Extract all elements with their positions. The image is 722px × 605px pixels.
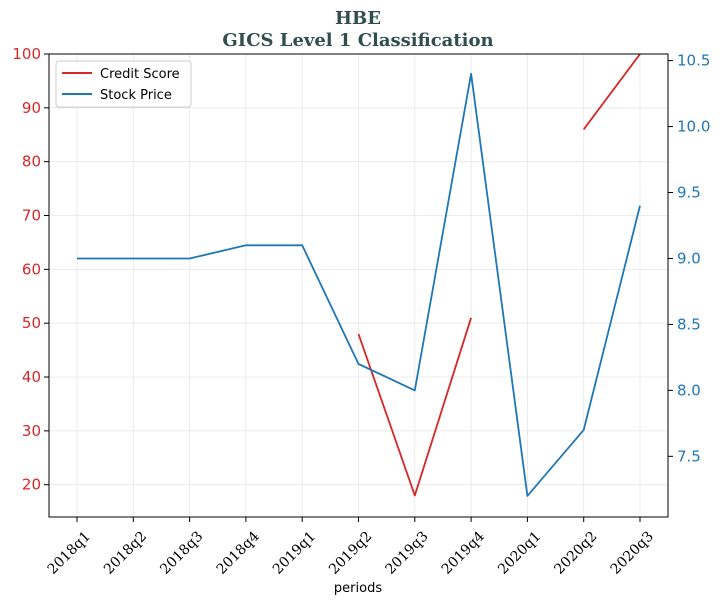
- chart-title: HBE: [335, 8, 381, 29]
- x-tick-label: 2020q2: [551, 529, 600, 578]
- x-tick-label: 2018q1: [45, 529, 94, 578]
- x-tick-label: 2019q3: [382, 529, 431, 578]
- x-tick-label: 2018q4: [214, 528, 263, 577]
- x-tick-label: 2019q1: [270, 529, 319, 578]
- left-tick-label: 50: [22, 314, 41, 332]
- legend-label-stock-price: Stock Price: [100, 88, 172, 103]
- x-tick-label: 2019q2: [326, 529, 375, 578]
- x-axis: 2018q1 2018q2 2018q3 2018q4 2019q1 2019q2 2019…: [45, 517, 657, 578]
- x-axis-label: periods: [334, 581, 382, 596]
- series-lines: [77, 53, 641, 497]
- series-line-credit-score: [357, 317, 472, 497]
- x-tick-label: 2018q2: [101, 529, 150, 578]
- left-tick-label: 90: [22, 99, 41, 117]
- left-tick-label: 40: [22, 368, 41, 386]
- legend: Credit Score Stock Price: [55, 60, 192, 108]
- left-tick-label: 70: [22, 207, 41, 225]
- x-tick-label: 2019q4: [439, 528, 488, 577]
- right-tick-label: 10.5: [677, 52, 710, 70]
- x-tick-label: 2020q1: [495, 529, 544, 578]
- right-tick-label: 9.0: [677, 249, 701, 267]
- left-tick-label: 30: [22, 422, 41, 440]
- left-tick-label: 60: [22, 260, 41, 278]
- right-axis: 7.5 8.0 8.5 9.0 9.5 10.0 10.5: [668, 52, 710, 465]
- series-line-stock-price: [77, 72, 641, 497]
- chart-subtitle: GICS Level 1 Classification: [222, 30, 493, 51]
- series-line-credit-score: [582, 53, 641, 130]
- x-tick-label: 2020q3: [608, 529, 657, 578]
- left-axis: 20 30 40 50 60 70 80 90 100: [12, 45, 49, 494]
- left-tick-label: 20: [22, 476, 41, 494]
- right-tick-label: 7.5: [677, 447, 701, 465]
- left-tick-label: 100: [12, 45, 41, 63]
- x-tick-label: 2018q3: [157, 529, 206, 578]
- left-tick-label: 80: [22, 153, 41, 171]
- legend-label-credit-score: Credit Score: [100, 67, 180, 82]
- right-tick-label: 10.0: [677, 118, 710, 136]
- right-tick-label: 8.5: [677, 315, 701, 333]
- grid: [49, 53, 668, 517]
- right-tick-label: 9.5: [677, 184, 701, 202]
- right-tick-label: 8.0: [677, 381, 701, 399]
